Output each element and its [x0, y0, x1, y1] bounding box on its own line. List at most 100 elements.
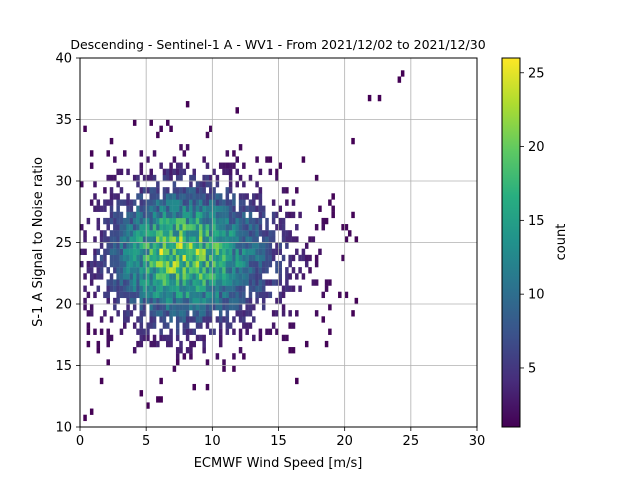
- heatmap-cell: [199, 260, 203, 268]
- heatmap-cell: [291, 322, 296, 329]
- heatmap-cell: [156, 297, 160, 305]
- heatmap-cell: [189, 236, 193, 243]
- heatmap-cell: [288, 211, 292, 219]
- heatmap-cell: [202, 334, 206, 342]
- heatmap-cell: [156, 340, 160, 348]
- heatmap-cell: [261, 254, 266, 262]
- heatmap-cell: [86, 291, 91, 299]
- heatmap-cell: [179, 144, 183, 151]
- heatmap-cell: [314, 174, 319, 182]
- heatmap-cell: [156, 217, 160, 225]
- heatmap-cell: [232, 285, 236, 292]
- heatmap-cell: [175, 297, 180, 305]
- heatmap-cell: [162, 254, 167, 262]
- heatmap-cell: [242, 297, 246, 305]
- heatmap-cell: [80, 260, 84, 268]
- heatmap-cell: [314, 224, 319, 231]
- heatmap-cell: [109, 254, 114, 262]
- heatmap-cell: [218, 285, 223, 292]
- heatmap-cell: [99, 205, 104, 212]
- heatmap-cell: [218, 230, 223, 237]
- heatmap-cell: [255, 230, 259, 237]
- heatmap-cell: [162, 334, 167, 342]
- heatmap-cell: [126, 310, 130, 317]
- heatmap-cell: [242, 217, 246, 225]
- heatmap-cell: [179, 340, 183, 348]
- heatmap-cell: [113, 254, 117, 262]
- heatmap-cell: [96, 224, 101, 231]
- heatmap-cell: [205, 205, 210, 212]
- heatmap-cell: [252, 304, 256, 311]
- heatmap-cell: [80, 181, 84, 188]
- heatmap-cell: [146, 297, 150, 305]
- heatmap-cell: [331, 205, 335, 212]
- heatmap-cell: [129, 279, 134, 286]
- heatmap-cell: [146, 328, 150, 335]
- heatmap-cell: [142, 230, 147, 237]
- heatmap-cell: [255, 205, 259, 212]
- heatmap-cell: [169, 199, 173, 206]
- heatmap-cell: [281, 310, 286, 317]
- heatmap-cell: [248, 310, 253, 317]
- heatmap-cell: [106, 340, 110, 348]
- heatmap-cell: [192, 242, 196, 249]
- heatmap-cell: [179, 279, 183, 286]
- heatmap-cell: [169, 205, 173, 212]
- heatmap-cell: [113, 242, 117, 249]
- heatmap-cell: [93, 328, 97, 335]
- heatmap-cell: [321, 217, 326, 225]
- heatmap-cell: [86, 310, 91, 317]
- heatmap-cell: [106, 297, 110, 305]
- heatmap-cell: [152, 291, 157, 299]
- heatmap-cell: [222, 230, 226, 237]
- heatmap-cell: [192, 248, 196, 255]
- heatmap-cell: [185, 230, 190, 237]
- heatmap-cell: [258, 260, 263, 268]
- heatmap-cell: [252, 248, 256, 255]
- heatmap-cell: [222, 273, 226, 280]
- heatmap-cell: [255, 236, 259, 243]
- heatmap-cell: [215, 181, 220, 188]
- heatmap-cell: [192, 340, 196, 348]
- heatmap-cell: [222, 260, 226, 268]
- heatmap-cell: [265, 267, 269, 274]
- heatmap-cell: [99, 260, 104, 268]
- heatmap-cell: [139, 205, 144, 212]
- heatmap-cell: [248, 224, 253, 231]
- heatmap-cell: [192, 211, 196, 219]
- heatmap-cell: [278, 248, 283, 255]
- heatmap-cell: [218, 273, 223, 280]
- heatmap-cell: [129, 199, 134, 206]
- heatmap-cell: [126, 168, 130, 176]
- x-tick-label: 5: [142, 434, 150, 449]
- heatmap-cell: [215, 297, 220, 305]
- heatmap-cell: [113, 174, 117, 182]
- heatmap-cell: [248, 291, 253, 299]
- heatmap-cell: [225, 236, 230, 243]
- heatmap-cell: [298, 254, 302, 262]
- heatmap-cell: [209, 242, 213, 249]
- heatmap-cell: [123, 322, 127, 329]
- heatmap-cell: [215, 254, 220, 262]
- heatmap-cell: [142, 236, 147, 243]
- heatmap-cell: [285, 285, 289, 292]
- x-tick-label: 10: [204, 434, 221, 449]
- heatmap-cell: [248, 304, 253, 311]
- heatmap-cell: [281, 334, 286, 342]
- heatmap-cell: [179, 310, 183, 317]
- heatmap-cell: [89, 162, 94, 169]
- heatmap-cell: [314, 279, 319, 286]
- heatmap-cell: [149, 310, 153, 317]
- heatmap-cell: [132, 119, 137, 126]
- heatmap-cell: [258, 291, 263, 299]
- heatmap-cell: [106, 150, 110, 157]
- heatmap-cell: [215, 248, 220, 255]
- heatmap-cell: [271, 279, 276, 286]
- heatmap-cell: [304, 260, 309, 268]
- heatmap-cell: [109, 230, 114, 237]
- heatmap-cell: [215, 205, 220, 212]
- heatmap-cell: [126, 279, 130, 286]
- heatmap-cell: [321, 291, 326, 299]
- heatmap-cell: [185, 162, 190, 169]
- heatmap-cell: [179, 199, 183, 206]
